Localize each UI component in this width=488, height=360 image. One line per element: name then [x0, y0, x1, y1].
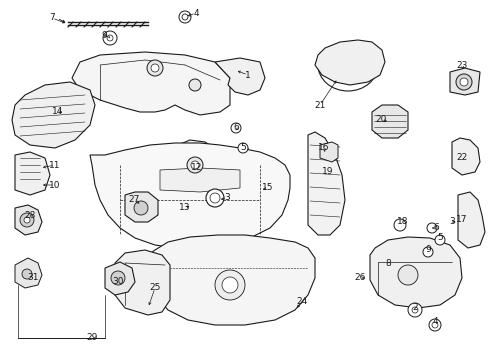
- Text: 29: 29: [86, 333, 98, 342]
- Text: 26: 26: [354, 274, 365, 283]
- Text: 6: 6: [233, 123, 238, 132]
- Text: 27: 27: [128, 195, 140, 204]
- Circle shape: [205, 189, 224, 207]
- Polygon shape: [369, 237, 461, 308]
- Polygon shape: [148, 235, 314, 325]
- Text: 3: 3: [224, 194, 229, 202]
- Polygon shape: [449, 68, 479, 95]
- Circle shape: [22, 269, 32, 279]
- Circle shape: [147, 60, 163, 76]
- Text: 1: 1: [244, 71, 250, 80]
- Polygon shape: [125, 192, 158, 222]
- Text: 2: 2: [411, 303, 417, 312]
- Text: 20: 20: [375, 116, 386, 125]
- Text: 12: 12: [191, 163, 202, 172]
- Polygon shape: [457, 192, 484, 248]
- Circle shape: [397, 265, 417, 285]
- Polygon shape: [15, 152, 50, 195]
- Circle shape: [182, 14, 187, 20]
- Circle shape: [20, 213, 34, 227]
- Text: 8: 8: [385, 258, 390, 267]
- Circle shape: [215, 270, 244, 300]
- Text: 21: 21: [314, 100, 325, 109]
- Text: 7: 7: [49, 13, 55, 22]
- Circle shape: [455, 74, 471, 90]
- Text: 14: 14: [52, 108, 63, 117]
- Text: 16: 16: [318, 144, 329, 153]
- Text: 5: 5: [436, 234, 442, 243]
- Text: 9: 9: [101, 31, 107, 40]
- Circle shape: [134, 201, 148, 215]
- Circle shape: [186, 157, 203, 173]
- Circle shape: [103, 31, 117, 45]
- Text: 13: 13: [179, 203, 190, 212]
- Circle shape: [230, 123, 241, 133]
- Text: 10: 10: [49, 180, 61, 189]
- Polygon shape: [451, 138, 479, 175]
- Circle shape: [189, 79, 201, 91]
- Text: 5: 5: [240, 144, 245, 153]
- Polygon shape: [15, 258, 42, 288]
- Text: 4: 4: [431, 318, 437, 327]
- Circle shape: [24, 217, 30, 223]
- Text: 4: 4: [193, 9, 199, 18]
- Circle shape: [431, 322, 437, 328]
- Circle shape: [151, 64, 159, 72]
- Polygon shape: [319, 142, 337, 162]
- Text: 15: 15: [262, 184, 273, 193]
- Circle shape: [111, 271, 125, 285]
- Circle shape: [179, 11, 191, 23]
- Text: 28: 28: [24, 211, 36, 220]
- Polygon shape: [12, 82, 95, 148]
- Polygon shape: [90, 143, 289, 248]
- Polygon shape: [15, 205, 42, 235]
- Text: 22: 22: [455, 153, 467, 162]
- Polygon shape: [314, 40, 384, 85]
- Circle shape: [393, 219, 405, 231]
- Text: 18: 18: [396, 217, 408, 226]
- Text: 23: 23: [455, 60, 467, 69]
- Text: 24: 24: [296, 297, 307, 306]
- Polygon shape: [115, 250, 170, 315]
- Text: 9: 9: [424, 246, 430, 255]
- Circle shape: [428, 319, 440, 331]
- Text: 25: 25: [149, 284, 161, 292]
- Polygon shape: [178, 140, 218, 185]
- Circle shape: [434, 235, 444, 245]
- Circle shape: [407, 303, 421, 317]
- Circle shape: [459, 78, 467, 86]
- Text: 19: 19: [322, 167, 333, 176]
- Circle shape: [422, 247, 432, 257]
- Text: 3: 3: [448, 217, 454, 226]
- Polygon shape: [160, 168, 240, 192]
- Polygon shape: [215, 58, 264, 95]
- Circle shape: [411, 307, 417, 313]
- Circle shape: [191, 161, 199, 169]
- Polygon shape: [105, 262, 135, 295]
- Polygon shape: [371, 105, 407, 138]
- Text: 17: 17: [455, 216, 467, 225]
- Circle shape: [238, 143, 247, 153]
- Text: 30: 30: [112, 278, 123, 287]
- Circle shape: [209, 193, 220, 203]
- Text: 6: 6: [432, 224, 438, 233]
- Polygon shape: [72, 52, 229, 115]
- Text: 11: 11: [49, 161, 61, 170]
- Text: 31: 31: [27, 274, 39, 283]
- Circle shape: [222, 277, 238, 293]
- Polygon shape: [307, 132, 345, 235]
- Circle shape: [426, 223, 436, 233]
- Circle shape: [107, 35, 113, 41]
